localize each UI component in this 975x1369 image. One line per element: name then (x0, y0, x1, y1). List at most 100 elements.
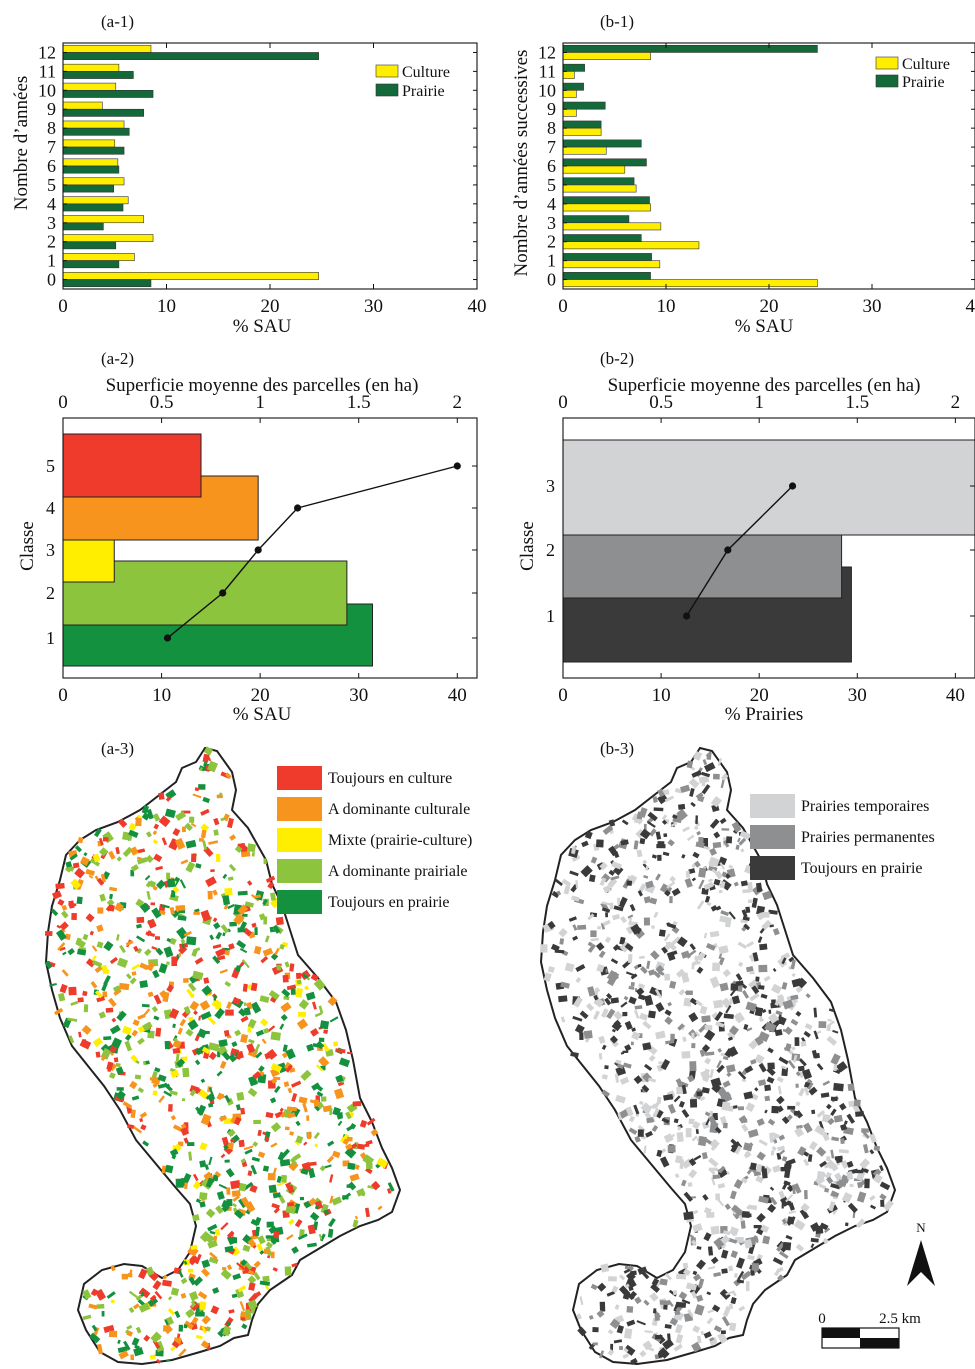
panel-a3-label: (a-3) (101, 739, 134, 758)
map-parcel (174, 837, 186, 850)
a3-legend-swatch-1 (277, 766, 322, 790)
map-parcel (661, 1117, 670, 1124)
b3-legend-swatch-3 (750, 856, 795, 880)
map-parcel (587, 943, 596, 953)
map-parcel (717, 1047, 723, 1053)
chart-a1-bar-prairie-1 (62, 260, 120, 269)
chart-b1-bar-prairie-6 (562, 158, 647, 167)
chart-a1-bar-prairie-5 (62, 184, 115, 193)
map-parcel (601, 907, 611, 913)
map-parcel (830, 1096, 838, 1102)
map-parcel (288, 1218, 295, 1226)
map-parcel (127, 1124, 135, 1129)
map-parcel (873, 1145, 881, 1152)
map-parcel (795, 1243, 805, 1252)
map-parcel (147, 991, 154, 998)
map-parcel (272, 1267, 278, 1272)
map-parcel (145, 929, 152, 937)
map-parcel (669, 896, 673, 904)
map-parcel (830, 1190, 840, 1199)
map-parcel (151, 946, 158, 951)
map-parcel (827, 1018, 832, 1022)
map-parcel (644, 1063, 653, 1071)
map-parcel (92, 960, 103, 968)
map-parcel (835, 1157, 843, 1164)
map-parcel (654, 988, 663, 999)
map-parcel (93, 1327, 100, 1336)
map-parcel (154, 1067, 161, 1073)
map-parcel (793, 1219, 806, 1231)
map-parcel (807, 1082, 814, 1090)
map-parcel (735, 973, 743, 981)
chart-b1-ytick-label-9: 9 (547, 99, 556, 119)
map-parcel (630, 923, 642, 935)
map-parcel (749, 1162, 757, 1171)
map-parcel (139, 1117, 144, 1123)
map-parcel (224, 981, 232, 987)
map-parcel (837, 1179, 847, 1188)
chart-b1-bar-prairie-2 (562, 234, 642, 242)
map-parcel (356, 1188, 366, 1197)
map-parcel (764, 1021, 777, 1033)
map-parcel (682, 1262, 689, 1269)
chart-a2-xtick-label-40: 40 (448, 685, 467, 706)
map-parcel (724, 1048, 734, 1058)
map-parcel (597, 1282, 607, 1292)
map-parcel (64, 933, 71, 941)
map-parcel (67, 947, 75, 956)
map-parcel (126, 1324, 133, 1330)
map-parcel (237, 1285, 247, 1293)
map-parcel (626, 1291, 635, 1300)
map-parcel (225, 1167, 235, 1178)
map-parcel (681, 972, 690, 983)
map-parcel (113, 988, 122, 996)
map-parcel (228, 943, 235, 950)
map-parcel (746, 1168, 753, 1175)
map-parcel (620, 839, 629, 846)
map-parcel (655, 1002, 665, 1013)
map-parcel (726, 1071, 732, 1078)
map-parcel (89, 857, 101, 867)
map-parcel (592, 1010, 600, 1020)
map-parcel (609, 1318, 621, 1329)
map-parcel (163, 1082, 173, 1092)
map-parcel (346, 1136, 353, 1142)
map-parcel (208, 1087, 215, 1098)
map-parcel (830, 1183, 841, 1190)
map-parcel (270, 1251, 275, 1259)
map-parcel (173, 1037, 178, 1042)
chart-a1-bar-prairie-2 (62, 241, 117, 250)
chart-a2-xtick-label-30: 30 (349, 685, 368, 706)
map-parcel (240, 1015, 249, 1023)
map-parcel (602, 825, 614, 836)
map-parcel (106, 1291, 116, 1299)
map-parcel (636, 849, 643, 858)
map-parcel (571, 854, 581, 863)
chart-a1-bar-culture-9 (62, 101, 103, 110)
map-parcel (701, 1087, 710, 1094)
map-parcel (237, 890, 248, 896)
map-parcel (212, 944, 222, 949)
map-parcel (130, 864, 139, 872)
map-parcel (143, 1334, 151, 1342)
chart-a1-xtick-label-40: 40 (468, 296, 487, 317)
map-parcel (713, 878, 721, 886)
chart-a1-xtick-label-0: 0 (58, 296, 68, 317)
map-parcel (740, 1270, 752, 1281)
map-parcel (722, 968, 732, 978)
map-parcel (723, 1095, 733, 1103)
map-parcel (673, 1343, 683, 1352)
map-parcel (158, 815, 171, 828)
map-parcel (607, 1328, 614, 1335)
map-parcel (800, 1202, 810, 1213)
map-parcel (265, 1136, 270, 1143)
a1-legend-culture-swatch (375, 64, 399, 78)
chart-a1-bar-culture-10 (62, 82, 117, 91)
map-parcel (229, 1232, 234, 1237)
map-parcel (735, 844, 740, 851)
map-parcel (223, 1029, 230, 1037)
map-parcel (843, 1120, 848, 1125)
map-parcel (55, 882, 65, 890)
map-parcel (681, 853, 686, 859)
map-parcel (253, 1119, 262, 1125)
